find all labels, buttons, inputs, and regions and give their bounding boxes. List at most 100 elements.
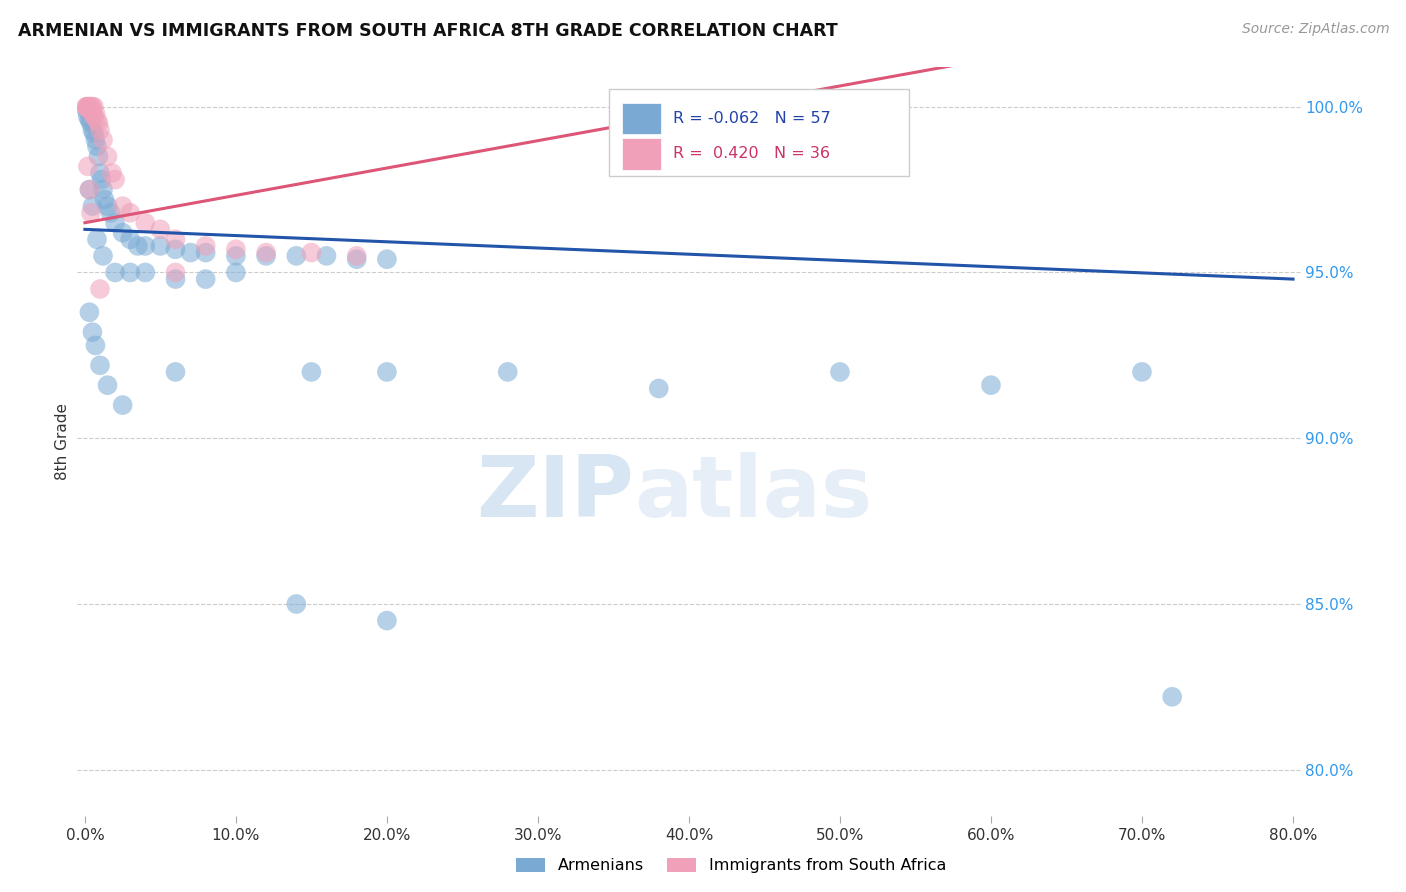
Point — [84, 338, 107, 352]
Point — [1161, 690, 1184, 704]
Point — [84, 133, 107, 147]
Point — [165, 232, 187, 246]
Point — [87, 149, 110, 163]
FancyBboxPatch shape — [609, 89, 910, 176]
Point — [77, 110, 100, 124]
Point — [111, 199, 134, 213]
Point — [75, 100, 97, 114]
Point — [101, 166, 124, 180]
Point — [80, 206, 103, 220]
Point — [79, 183, 101, 197]
Point — [648, 382, 671, 396]
Point — [82, 123, 104, 137]
Point — [79, 183, 101, 197]
Point — [79, 100, 101, 114]
Point — [225, 242, 247, 256]
Point — [91, 249, 114, 263]
Point — [104, 216, 127, 230]
Point — [165, 365, 187, 379]
Point — [315, 249, 337, 263]
Point — [96, 378, 118, 392]
Point — [120, 206, 142, 220]
Point — [104, 172, 127, 186]
Point — [79, 305, 101, 319]
Text: ARMENIAN VS IMMIGRANTS FROM SOUTH AFRICA 8TH GRADE CORRELATION CHART: ARMENIAN VS IMMIGRANTS FROM SOUTH AFRICA… — [18, 22, 838, 40]
Point — [100, 206, 122, 220]
Point — [285, 597, 308, 611]
Point — [285, 249, 308, 263]
Point — [496, 365, 519, 379]
Point — [254, 245, 277, 260]
Point — [75, 100, 97, 114]
Point — [127, 239, 149, 253]
Point — [96, 199, 118, 213]
Point — [77, 100, 100, 114]
Legend: Armenians, Immigrants from South Africa: Armenians, Immigrants from South Africa — [509, 851, 953, 880]
Point — [225, 249, 247, 263]
Point — [86, 232, 108, 246]
Point — [75, 103, 97, 117]
Point — [83, 110, 105, 124]
Point — [83, 100, 105, 114]
Point — [86, 139, 108, 153]
Text: atlas: atlas — [634, 452, 872, 535]
Point — [980, 378, 1002, 392]
Point — [149, 222, 172, 236]
Y-axis label: 8th Grade: 8th Grade — [55, 403, 70, 480]
Point — [194, 239, 217, 253]
Point — [375, 252, 398, 267]
Point — [165, 265, 187, 279]
Point — [84, 106, 107, 120]
Point — [80, 100, 103, 114]
Point — [194, 245, 217, 260]
Point — [134, 239, 156, 253]
Point — [86, 112, 108, 127]
Point — [375, 614, 398, 628]
Point — [678, 100, 700, 114]
Point — [165, 272, 187, 286]
Point — [346, 249, 368, 263]
Point — [346, 252, 368, 267]
Text: Source: ZipAtlas.com: Source: ZipAtlas.com — [1241, 22, 1389, 37]
Point — [120, 232, 142, 246]
Point — [299, 245, 322, 260]
Point — [89, 359, 111, 373]
Point — [180, 245, 202, 260]
Text: R =  0.420   N = 36: R = 0.420 N = 36 — [673, 146, 830, 161]
Point — [299, 365, 322, 379]
Point — [82, 106, 104, 120]
Point — [87, 116, 110, 130]
FancyBboxPatch shape — [621, 138, 661, 169]
Point — [165, 242, 187, 256]
Point — [93, 193, 115, 207]
Point — [82, 199, 104, 213]
Point — [91, 133, 114, 147]
Point — [375, 365, 398, 379]
Point — [89, 282, 111, 296]
Point — [90, 172, 112, 186]
Point — [77, 100, 100, 114]
Point — [91, 183, 114, 197]
Point — [80, 116, 103, 130]
Point — [96, 149, 118, 163]
Point — [134, 265, 156, 279]
Point — [254, 249, 277, 263]
Point — [89, 166, 111, 180]
Point — [79, 103, 101, 117]
Point — [111, 226, 134, 240]
Point — [120, 265, 142, 279]
Point — [225, 265, 247, 279]
Point — [828, 365, 851, 379]
Point — [111, 398, 134, 412]
Point — [83, 126, 105, 140]
Point — [149, 239, 172, 253]
Point — [1130, 365, 1153, 379]
Point — [77, 160, 100, 174]
Point — [134, 216, 156, 230]
Text: ZIP: ZIP — [477, 452, 634, 535]
Point — [82, 100, 104, 114]
Point — [194, 272, 217, 286]
Point — [89, 123, 111, 137]
Point — [82, 325, 104, 339]
FancyBboxPatch shape — [621, 103, 661, 135]
